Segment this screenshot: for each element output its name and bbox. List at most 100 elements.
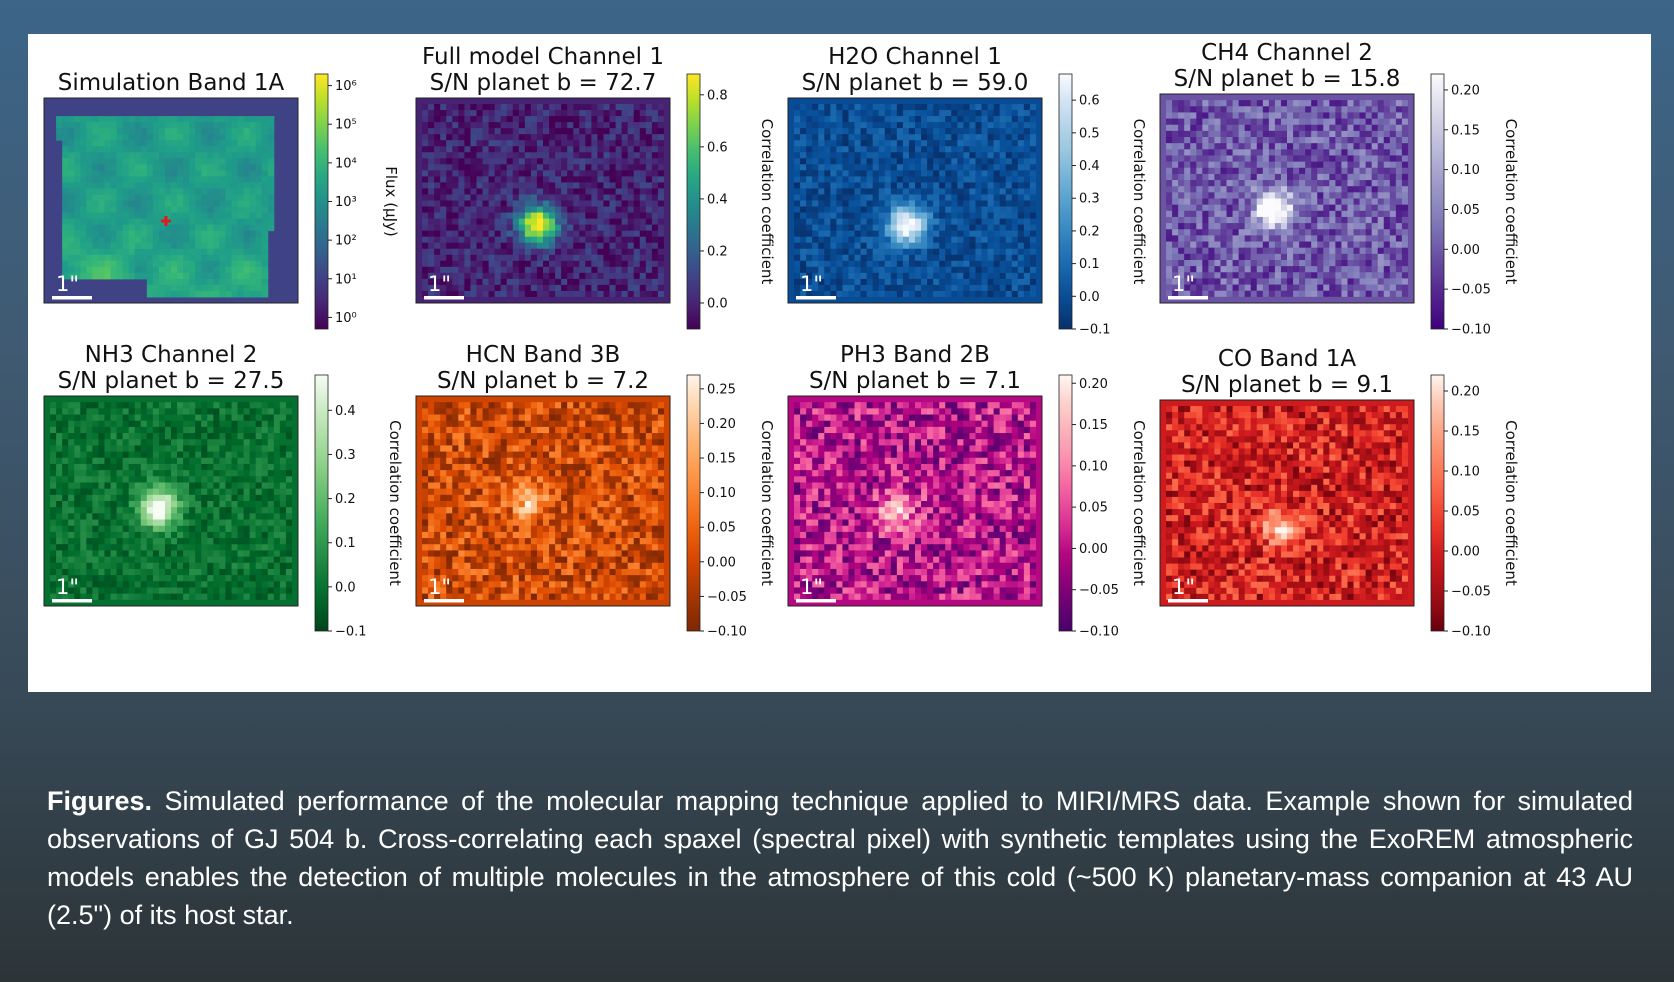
colorbar-tick-label: 0.00 (707, 555, 736, 570)
scale-bar-label: 1" (800, 272, 823, 296)
scale-bar-label: 1" (800, 575, 823, 599)
panel-3: H2O Channel 1S/N planet b = 59.0 1" 0.6 0.5… (788, 44, 1148, 338)
colorbar-label: Correlation coefficient (386, 420, 404, 586)
panel-title-line2: S/N planet b = 59.0 (802, 70, 1029, 96)
colorbar-tick-label: 0.5 (1079, 126, 1100, 141)
colorbar-label: Correlation coefficient (1130, 119, 1148, 285)
panel-title-line1: CH4 Channel 2 (1201, 40, 1373, 66)
colorbar-tick-label: 0.15 (1451, 425, 1480, 440)
colorbar-tick-label: 0.05 (1451, 203, 1480, 218)
panel-title-line2: S/N planet b = 15.8 (1174, 66, 1401, 92)
colorbar-tick-label: 0.00 (1451, 243, 1480, 258)
panel-2: Full model Channel 1S/N planet b = 72.7 1… (416, 44, 776, 329)
heatmap-image (1160, 94, 1415, 304)
colorbar-tick-label: −0.05 (1451, 585, 1491, 600)
colorbar-tick-label: 0.10 (707, 486, 736, 501)
figure-panel: Simulation Band 1A 1" 10⁶ 10⁵ 10⁴ 10³ 10² 10¹ 10… (28, 34, 1651, 692)
panel-title-line2: S/N planet b = 72.7 (430, 70, 657, 96)
colorbar-tick-label: 0.20 (1451, 83, 1480, 98)
panel-title-line1: CO Band 1A (1218, 346, 1356, 372)
colorbar-tick-label: 0.10 (1451, 163, 1480, 178)
colorbar: 0.200.150.100.050.00−0.05−0.10Correlatio… (1431, 74, 1520, 338)
panel-title-line1: PH3 Band 2B (840, 342, 990, 368)
heatmap-image (416, 396, 671, 607)
scale-bar-label: 1" (56, 272, 79, 296)
colorbar-label: Flux (μJy) (382, 166, 400, 237)
scale-bar-label: 1" (1172, 272, 1195, 296)
colorbar-tick-label: 0.4 (707, 192, 728, 207)
colorbar-tick-label: 0.6 (707, 140, 728, 155)
colorbar-tick-label: −0.10 (1451, 323, 1491, 338)
colorbar-tick-label: 0.20 (1451, 385, 1480, 400)
scale-bar-label: 1" (428, 272, 451, 296)
colorbar-tick-label: 10⁴ (335, 156, 357, 171)
colorbar-tick-label: 10³ (335, 195, 357, 210)
colorbar-tick-label: 0.15 (1451, 123, 1480, 138)
colorbar-tick-label: −0.10 (1451, 625, 1491, 640)
panel-title-line2: S/N planet b = 7.2 (437, 368, 649, 394)
colorbar-label: Correlation coefficient (1130, 420, 1148, 586)
caption-label: Figures. (47, 786, 152, 816)
colorbar-tick-label: 0.0 (335, 580, 356, 595)
colorbar-tick-label: 0.00 (1079, 542, 1108, 557)
panel-title-line1: NH3 Channel 2 (85, 342, 258, 368)
colorbar-label: Correlation coefficient (758, 420, 776, 586)
colorbar-tick-label: −0.1 (335, 625, 367, 640)
colorbar-tick-label: 10⁶ (335, 79, 357, 94)
colorbar-tick-label: 0.8 (707, 88, 728, 103)
panel-title-line1: Full model Channel 1 (422, 44, 664, 70)
heatmap-image (788, 396, 1043, 607)
colorbar-tick-label: 0.05 (707, 521, 736, 536)
colorbar: 0.8 0.6 0.4 0.2 0.0 Correlation coefficient (687, 74, 776, 329)
scale-bar-label: 1" (56, 575, 79, 599)
colorbar: 0.200.150.100.050.00−0.05−0.10Correlatio… (1059, 375, 1148, 640)
colorbar-tick-label: 0.3 (335, 448, 356, 463)
panel-title: Simulation Band 1A (58, 70, 285, 96)
panel-6: HCN Band 3BS/N planet b = 7.21"0.250.200… (416, 342, 776, 640)
colorbar-tick-label: 0.15 (707, 452, 736, 467)
colorbar-tick-label: 0.2 (1079, 224, 1100, 239)
colorbar-tick-label: 0.0 (1079, 290, 1100, 305)
colorbar-tick-label: 10⁰ (335, 311, 357, 326)
colorbar-tick-label: 0.00 (1451, 545, 1480, 560)
colorbar-tick-label: 0.10 (1451, 465, 1480, 480)
panel-title-line1: H2O Channel 1 (828, 44, 1002, 70)
panel-7: PH3 Band 2BS/N planet b = 7.11"0.200.150… (788, 342, 1148, 640)
colorbar-tick-label: 0.1 (1079, 257, 1100, 272)
colorbar-label: Correlation coefficient (1502, 420, 1520, 586)
panel-5: NH3 Channel 2S/N planet b = 27.5 1" 0.4 0.3… (44, 342, 404, 640)
colorbar-tick-label: 0.05 (1079, 501, 1108, 516)
colorbar-tick-label: 0.05 (1451, 505, 1480, 520)
colorbar-tick-label: 0.0 (707, 296, 728, 311)
colorbar-tick-label: 0.25 (707, 382, 736, 397)
colorbar-tick-label: −0.05 (707, 590, 747, 605)
panel-8: CO Band 1AS/N planet b = 9.11"0.200.150.… (1160, 346, 1520, 640)
colorbar-tick-label: 10¹ (335, 272, 357, 287)
colorbar-tick-label: 0.6 (1079, 94, 1100, 109)
panel-title-line2: S/N planet b = 7.1 (809, 368, 1021, 394)
colorbar: 0.25 0.20 0.15 0.10 0.05 0.00 −0.05 −0.10 Correl… (687, 375, 776, 640)
colorbar-tick-label: 0.2 (335, 492, 356, 507)
colorbar-tick-label: 0.4 (335, 404, 356, 419)
heatmap-image (788, 98, 1043, 304)
colorbar-tick-label: 0.4 (1079, 159, 1100, 174)
heatmap-image (416, 98, 671, 304)
colorbar-tick-label: −0.10 (1079, 625, 1119, 640)
panel-title-line2: S/N planet b = 9.1 (1181, 372, 1393, 398)
colorbar-tick-label: −0.10 (707, 625, 747, 640)
scale-bar-label: 1" (1172, 575, 1195, 599)
colorbar-tick-label: 10² (335, 234, 357, 249)
heatmap-image (44, 396, 299, 607)
panel-title-line2: S/N planet b = 27.5 (58, 368, 285, 394)
panel-title-line1: HCN Band 3B (466, 342, 621, 368)
colorbar: 0.20 0.15 0.10 0.05 0.00 −0.05 −0.10 Correlatio… (1431, 375, 1520, 640)
caption-text: Simulated performance of the molecular m… (47, 786, 1633, 930)
colorbar-tick-label: 0.2 (707, 244, 728, 259)
colorbar-tick-label: −0.05 (1079, 583, 1119, 598)
colorbar-label: Correlation coefficient (758, 119, 776, 285)
colorbar-tick-label: 0.20 (707, 417, 736, 432)
figure-caption: Figures. Simulated performance of the mo… (47, 782, 1633, 934)
colorbar-tick-label: 0.15 (1079, 418, 1108, 433)
